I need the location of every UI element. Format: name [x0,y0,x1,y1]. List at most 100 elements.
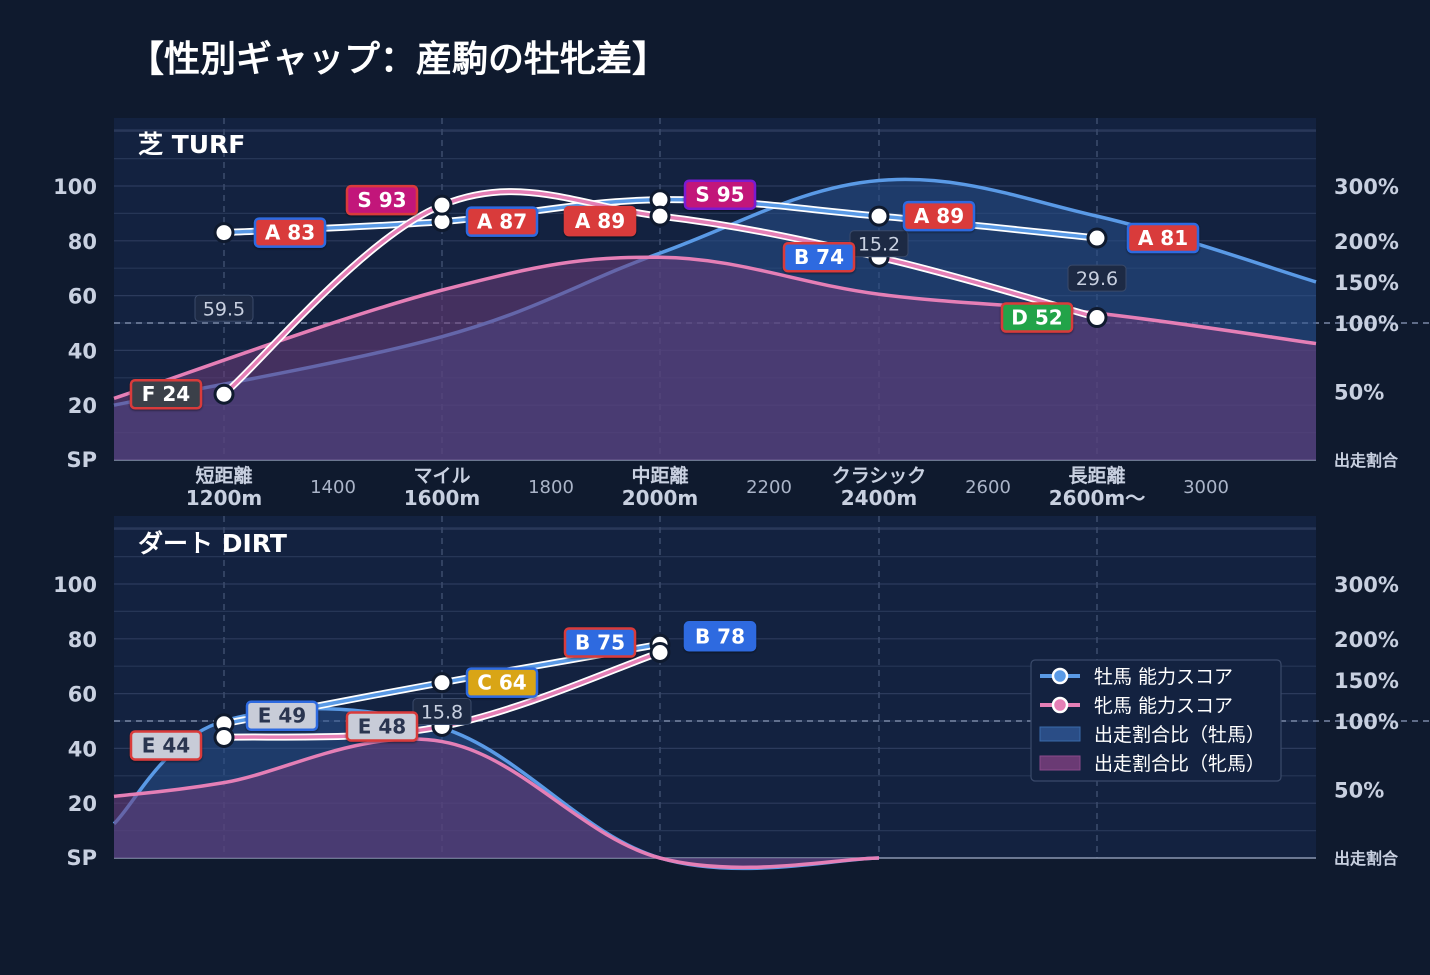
y-tick-right: 300% [1334,573,1399,597]
female-grade-badge: B 74 [782,241,856,273]
female-point [213,383,235,405]
y-tick-left: 100 [53,175,97,199]
grade-badge-text: S 93 [357,188,406,212]
male-grade-badge: A 81 [1126,222,1200,254]
x-category-distance: 2600m〜 [1049,486,1146,510]
gap-label-text: 59.5 [203,298,245,320]
y-tick-left: 60 [68,285,97,309]
grade-badge-box [465,667,539,698]
female-grade-badge: B 75 [563,627,637,658]
y-axis-label-left: SP [66,846,97,870]
y-tick-left: 20 [68,394,97,418]
female-point [213,726,235,748]
grade-badge-text: F 24 [142,382,190,406]
female-grade-badge: E 44 [129,730,203,761]
female-grade-badge: S 93 [345,184,419,216]
x-minor-tick: 2200 [746,477,792,498]
legend-marker [1051,696,1069,714]
female-grade-badge: A 89 [563,205,637,237]
y-tick-left: 40 [68,339,97,363]
grade-badge-text: E 44 [142,733,190,757]
panel-title: 芝 TURF [138,130,245,159]
grade-badge-text: A 89 [575,209,625,233]
female-grade-badge: F 24 [129,378,203,410]
grade-badge-box [1126,222,1200,254]
y-tick-right: 300% [1334,175,1399,199]
female-point [431,194,453,216]
grade-badge-text: A 83 [265,221,315,245]
gap-label-box [194,294,254,322]
gap-label: 15.2 [849,230,909,258]
male-point [213,222,235,244]
gap-label-text: 15.8 [421,702,463,724]
y-tick-left: 60 [68,683,97,707]
grade-badge-box [129,378,203,410]
gap-label-box [1067,264,1127,292]
gap-label: 59.5 [194,294,254,322]
area-female-line [113,255,1317,401]
male-grade-badge: E 49 [245,700,319,731]
y-axis-label-right: 出走割合 [1334,849,1399,868]
female-point [649,642,671,663]
grade-badge-text: S 95 [695,183,744,207]
grade-badge-box [465,206,539,237]
grade-badge-box [253,217,327,248]
x-category-distance: 1600m [404,486,481,510]
grade-badge-box [129,730,203,761]
x-category-name: 短距離 [195,464,252,487]
grade-badge-text: E 48 [358,714,406,738]
female-grade-badge: E 48 [345,711,419,742]
male-grade-badge: C 64 [465,667,539,698]
x-minor-tick: 1800 [528,477,574,498]
y-tick-right: 50% [1334,779,1384,803]
y-tick-left: 80 [68,628,97,652]
legend-label: 牝馬 能力スコア [1094,695,1233,717]
gap-label-text: 15.2 [858,234,900,256]
male-grade-badge: A 83 [253,217,327,248]
grade-badge-box [563,205,637,237]
area-female-line [113,737,880,870]
y-axis-label-left: SP [66,448,97,472]
chart-title: 【性別ギャップ：産駒の牡牝差】 [128,39,669,80]
male-point [431,672,453,694]
panel-title: ダート DIRT [138,529,287,558]
grade-badge-box [563,627,637,658]
male-point [1086,227,1108,249]
x-category-distance: 2000m [622,486,699,510]
x-category-name: 長距離 [1068,464,1125,487]
male-grade-badge: S 95 [683,179,757,210]
y-tick-right: 100% [1334,312,1399,336]
gap-label: 29.6 [1067,264,1127,292]
x-minor-tick: 1400 [310,477,356,498]
y-tick-right: 50% [1334,381,1384,405]
grade-badge-text: D 52 [1011,306,1062,330]
grade-badge-text: C 64 [477,671,526,695]
legend-area-swatch [1039,726,1081,742]
male-grade-badge: A 89 [902,200,976,232]
y-tick-right: 200% [1334,230,1399,254]
y-tick-right: 100% [1334,710,1399,734]
grade-badge-text: B 74 [794,245,844,269]
x-category-name: クラシック [832,465,927,487]
x-minor-tick: 2600 [965,477,1011,498]
grade-badge-box [245,700,319,731]
x-category-distance: 1200m [186,486,263,510]
x-category-distance: 2400m [841,486,918,510]
grade-badge-box [902,200,976,232]
female-grade-badge: D 52 [1000,302,1074,333]
grade-badge-text: A 81 [1138,226,1188,250]
gap-label-text: 29.6 [1076,268,1118,290]
female-point [649,205,671,227]
x-minor-tick: 3000 [1183,477,1229,498]
male-point [868,205,890,227]
grade-badge-text: B 75 [575,631,625,655]
grade-badge-box [1000,302,1074,333]
legend-box [1030,659,1282,782]
y-tick-left: 100 [53,573,97,597]
legend-marker [1051,667,1069,685]
y-tick-left: 80 [68,230,97,254]
grade-badge-text: A 87 [477,210,527,234]
female-point [1086,307,1108,329]
legend-label: 出走割合比（牝馬） [1094,753,1265,775]
